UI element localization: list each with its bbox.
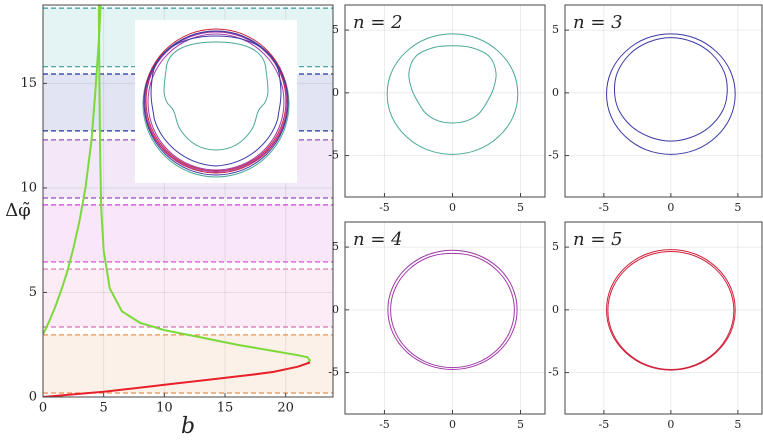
y-tick-label: -5 — [328, 366, 339, 379]
curve — [607, 250, 735, 370]
inset-curve — [147, 33, 285, 171]
x-tick-label: 0 — [39, 401, 47, 416]
plots: 0 5 10 15 20 0 5 10 15 b Δφ̃ -5 0 5 -5 0 5 n = 2 -5 0 5 -5 0 5 n… — [5, 4, 763, 439]
curve — [97, 5, 312, 364]
x-tick-label: -5 — [599, 201, 610, 214]
curve — [43, 5, 102, 335]
curve — [386, 33, 519, 155]
plot-area — [345, 5, 545, 197]
curve — [606, 249, 736, 371]
plot-area — [565, 5, 762, 197]
x-axis-label: b — [181, 414, 195, 439]
curve — [606, 33, 736, 155]
inset — [135, 20, 297, 183]
curve — [390, 252, 515, 369]
inset-background — [135, 20, 297, 183]
y-tick-label: 5 — [332, 23, 339, 36]
y-tick-label: 0 — [332, 86, 339, 99]
x-tick-label: -5 — [599, 418, 610, 431]
curve — [43, 361, 311, 397]
x-tick-label: 10 — [156, 401, 173, 416]
y-tick-label: 0 — [29, 390, 37, 405]
y-tick-label: -5 — [328, 149, 339, 162]
y-tick-label: 0 — [332, 303, 339, 316]
frame — [564, 221, 763, 415]
y-tick-label: 5 — [552, 23, 559, 36]
x-tick-label: 0 — [449, 418, 456, 431]
x-tick-label: 0 — [667, 418, 674, 431]
curve — [408, 45, 497, 124]
y-tick-label: 0 — [552, 86, 559, 99]
y-tick-label: 0 — [552, 303, 559, 316]
panel: -5 0 5 -5 0 5 n = 5 — [548, 221, 763, 431]
inset-curve — [144, 31, 288, 173]
x-tick-label: 15 — [217, 401, 234, 416]
x-tick-label: 5 — [517, 418, 524, 431]
x-tick-label: 5 — [100, 401, 108, 416]
frame — [344, 221, 546, 415]
frame — [344, 4, 546, 198]
x-tick-label: 0 — [449, 201, 456, 214]
y-axis-label: Δφ̃ — [5, 200, 31, 221]
y-tick-label: -5 — [548, 149, 559, 162]
x-tick-label: 20 — [277, 401, 294, 416]
x-tick-label: 5 — [734, 201, 741, 214]
band — [43, 204, 333, 262]
inset-curve — [150, 35, 282, 167]
panel-title: n = 3 — [573, 12, 623, 33]
y-tick-label: 5 — [332, 240, 339, 253]
y-tick-label: -5 — [548, 366, 559, 379]
y-tick-label: 15 — [20, 76, 37, 91]
frame — [564, 4, 763, 198]
x-tick-label: 5 — [517, 201, 524, 214]
panel: -5 0 5 -5 0 5 n = 3 — [548, 4, 763, 214]
panel: -5 0 5 -5 0 5 n = 4 — [328, 221, 546, 431]
y-tick-label: 5 — [29, 285, 37, 300]
panel: -5 0 5 -5 0 5 n = 2 — [328, 4, 546, 214]
curve — [387, 249, 518, 370]
frame — [42, 4, 334, 398]
panel-title: n = 5 — [573, 229, 623, 250]
x-tick-label: 5 — [734, 418, 741, 431]
x-tick-label: 0 — [667, 201, 674, 214]
inset-curve — [163, 41, 269, 151]
x-tick-label: -5 — [379, 201, 390, 214]
panel-title: n = 4 — [353, 229, 403, 250]
band — [43, 334, 333, 394]
band — [43, 269, 333, 327]
panel-title: n = 2 — [353, 12, 403, 33]
inset-curve — [143, 30, 289, 176]
x-tick-label: -5 — [379, 418, 390, 431]
y-tick-label: 10 — [20, 180, 37, 195]
y-tick-label: 5 — [552, 240, 559, 253]
plot-area — [565, 222, 762, 414]
curve — [613, 37, 728, 142]
